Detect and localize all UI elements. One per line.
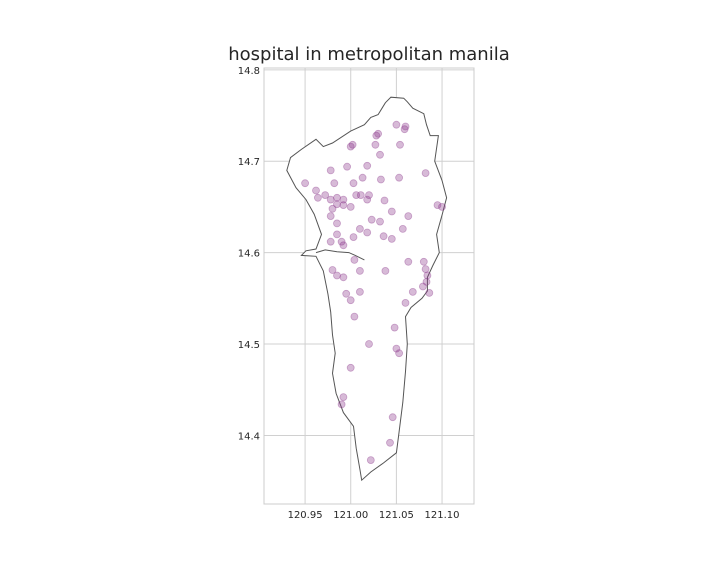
hospital-point: [404, 212, 413, 221]
hospital-point: [374, 129, 383, 138]
hospital-point: [326, 166, 335, 175]
hospital-point: [349, 233, 358, 242]
y-axis-ticks: 14.4 14.5 14.6 14.7 14.8: [238, 66, 260, 443]
chart-title: hospital in metropolitan manila: [228, 44, 510, 65]
hospital-point: [372, 131, 381, 140]
hospital-point: [333, 219, 341, 228]
hospital-point: [395, 349, 404, 358]
hospital-point: [386, 438, 394, 447]
hospital-point: [396, 140, 404, 149]
hospital-point: [355, 224, 364, 233]
hospital-point: [333, 230, 341, 239]
hospital-point: [363, 195, 372, 204]
hospital-point: [421, 169, 430, 178]
pasig-river: [315, 249, 365, 261]
y-tick-label: 14.6: [238, 249, 260, 260]
hospital-point: [401, 122, 410, 131]
hospital-point: [381, 266, 390, 275]
y-tick-label: 14.7: [238, 157, 260, 168]
hospital-point: [339, 241, 348, 250]
plot-frame: [263, 67, 475, 505]
hospital-point: [365, 340, 373, 348]
hospital-points: [301, 120, 446, 465]
hospital-point: [333, 200, 341, 209]
hospital-point: [355, 266, 364, 275]
hospital-point: [363, 161, 372, 170]
hospital-point: [346, 202, 355, 211]
hospital-point: [388, 413, 397, 422]
hospital-point: [352, 191, 361, 200]
hospital-point: [433, 201, 442, 210]
hospital-point: [326, 195, 335, 204]
y-tick-label: 14.8: [238, 66, 260, 77]
hospital-point: [425, 288, 434, 297]
hospital-point: [333, 193, 341, 202]
hospital-point: [421, 265, 430, 274]
hospital-point: [326, 237, 335, 246]
hospital-point: [313, 193, 322, 202]
hospital-point: [301, 179, 310, 188]
hospital-point: [371, 140, 380, 149]
hospital-point: [337, 400, 346, 409]
hospital-point: [349, 179, 358, 188]
hospital-point: [321, 191, 330, 200]
y-tick-label: 14.4: [238, 431, 260, 442]
x-tick-label: 120.95: [288, 510, 323, 521]
hospital-point: [438, 202, 446, 211]
hospital-point: [330, 179, 339, 188]
hospital-point: [366, 456, 375, 465]
y-tick-label: 14.5: [238, 340, 260, 351]
hospital-point: [404, 257, 413, 266]
hospital-point: [337, 237, 346, 246]
hospital-point: [328, 266, 337, 274]
hospital-point: [376, 217, 384, 226]
hospital-point: [398, 224, 407, 233]
hospital-point: [339, 201, 348, 210]
hospital-point: [395, 173, 404, 182]
metro-manila-boundary: [286, 96, 448, 482]
hospital-point: [326, 212, 335, 221]
hospital-point: [400, 125, 409, 134]
hospital-point: [408, 287, 417, 296]
hospital-point: [339, 393, 348, 402]
hospital-point: [392, 120, 401, 129]
hospital-point: [423, 271, 432, 280]
hospital-point: [392, 344, 401, 353]
hospital-point: [422, 277, 431, 286]
hospital-point: [387, 207, 396, 216]
hospital-point: [312, 186, 320, 195]
hospital-point: [418, 282, 427, 291]
x-tick-label: 121.00: [333, 510, 368, 521]
hospital-point: [376, 175, 385, 184]
hospital-point: [356, 191, 365, 200]
hospital-point: [339, 195, 348, 204]
hospital-point: [358, 173, 367, 182]
hospital-point: [355, 287, 364, 296]
hospital-point: [346, 363, 355, 372]
x-tick-label: 121.10: [425, 510, 460, 521]
hospital-point: [401, 298, 410, 307]
hospital-point: [379, 232, 388, 241]
hospital-point: [333, 271, 341, 280]
x-axis-ticks: 120.95 121.00 121.05 121.10: [288, 510, 460, 521]
hospital-point: [350, 255, 359, 264]
hospital-point: [380, 196, 389, 205]
hospital-point: [365, 191, 373, 200]
hospital-point: [343, 162, 352, 171]
hospital-point: [346, 142, 355, 151]
hospital-point: [363, 228, 372, 237]
hospital-point: [419, 257, 428, 266]
hospital-point: [390, 323, 399, 332]
hospital-point: [350, 312, 359, 321]
x-tick-label: 121.05: [379, 510, 414, 521]
hospital-point: [376, 150, 384, 159]
hospital-point: [328, 204, 337, 213]
hospital-point: [348, 140, 357, 149]
hospital-point: [346, 296, 355, 305]
hospital-point: [367, 215, 376, 224]
hospital-point: [339, 273, 348, 282]
hospital-point: [387, 234, 396, 243]
hospital-point: [342, 289, 351, 298]
